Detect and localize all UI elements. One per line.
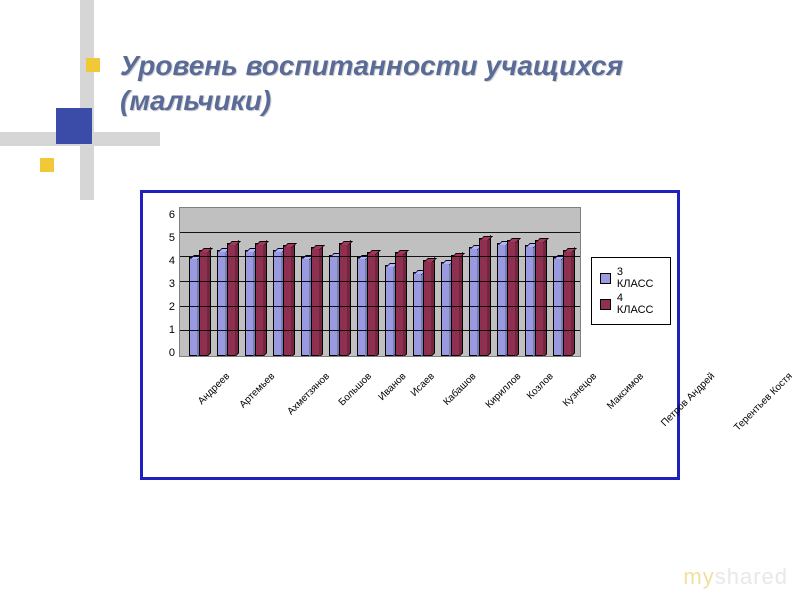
- x-label: Кабашов: [441, 371, 478, 408]
- x-label: Большов: [336, 371, 373, 408]
- watermark-suffix: shared: [715, 564, 788, 589]
- y-tick: 2: [169, 301, 175, 313]
- bar-series2: [199, 250, 208, 356]
- x-label: Кузнецов: [561, 371, 599, 409]
- gridline: [180, 256, 580, 257]
- bar-series1: [357, 257, 366, 356]
- watermark-prefix: my: [683, 564, 714, 589]
- chart-frame: 6 5 4 3 2 1 0 АндреевАртемьевАхметзяновБольшов…: [140, 190, 680, 480]
- gridline: [180, 330, 580, 331]
- bar-series1: [497, 243, 506, 356]
- legend-row-1: 3 КЛАСС: [600, 266, 662, 290]
- bar-group: [324, 208, 352, 356]
- title-line-1: Уровень воспитанности учащихся: [120, 50, 623, 81]
- bar-group: [380, 208, 408, 356]
- bar-group: [548, 208, 576, 356]
- bar-series1: [301, 257, 310, 356]
- bar-group: [464, 208, 492, 356]
- bar-group: [184, 208, 212, 356]
- deco-yellow-square-2: [40, 158, 54, 172]
- bar-series2: [339, 243, 348, 356]
- bar-group: [408, 208, 436, 356]
- plot-area: [179, 207, 581, 357]
- bar-group: [492, 208, 520, 356]
- slide-title: Уровень воспитанности учащихся (мальчики…: [120, 48, 623, 118]
- y-tick: 1: [169, 324, 175, 336]
- y-tick: 3: [169, 278, 175, 290]
- x-label: Козлов: [525, 371, 556, 402]
- bar-series2: [395, 252, 404, 356]
- x-label: Ахметзянов: [285, 371, 332, 418]
- deco-yellow-square-1: [86, 58, 100, 72]
- legend: 3 КЛАСС 4 КЛАСС: [591, 257, 671, 325]
- x-label: Кириллов: [484, 371, 524, 411]
- bar-group: [520, 208, 548, 356]
- x-label: Артемьев: [238, 371, 278, 411]
- bar-series1: [469, 247, 478, 356]
- bar-series1: [413, 272, 422, 356]
- x-axis-labels: АндреевАртемьевАхметзяновБольшовИвановИс…: [179, 361, 581, 372]
- legend-label-1: 3 КЛАСС: [617, 266, 662, 290]
- bar-series2: [423, 260, 432, 356]
- chart-body: 6 5 4 3 2 1 0 АндреевАртемьевАхметзяновБольшов…: [153, 207, 581, 467]
- bar-series1: [189, 257, 198, 356]
- x-label: Петров Андрей: [659, 371, 717, 429]
- legend-swatch-1: [600, 273, 611, 284]
- bar-series2: [311, 247, 320, 356]
- bar-series1: [217, 250, 226, 356]
- bar-series2: [255, 243, 264, 356]
- bar-series1: [441, 262, 450, 356]
- x-label: Исаев: [409, 371, 437, 399]
- title-line-2: (мальчики): [120, 85, 271, 116]
- gridline: [180, 232, 580, 233]
- bar-series2: [283, 245, 292, 356]
- bar-series1: [245, 250, 254, 356]
- legend-swatch-2: [600, 299, 611, 310]
- gridline: [180, 281, 580, 282]
- deco-blue-square: [56, 108, 92, 144]
- y-tick: 6: [169, 209, 175, 221]
- legend-label-2: 4 КЛАСС: [617, 292, 662, 316]
- x-label: Андреев: [196, 371, 232, 407]
- bar-series2: [507, 240, 516, 356]
- bar-series2: [367, 252, 376, 356]
- chart-inner: 6 5 4 3 2 1 0 АндреевАртемьевАхметзяновБольшов…: [153, 207, 667, 467]
- bar-series1: [553, 257, 562, 356]
- gridline: [180, 306, 580, 307]
- bar-series1: [525, 245, 534, 356]
- bar-group: [436, 208, 464, 356]
- bar-series1: [273, 250, 282, 356]
- bar-group: [268, 208, 296, 356]
- bar-series2: [535, 240, 544, 356]
- y-tick: 5: [169, 232, 175, 244]
- y-tick: 4: [169, 255, 175, 267]
- bar-group: [212, 208, 240, 356]
- x-label: Терентьев Костя: [732, 371, 795, 434]
- watermark: myshared: [683, 564, 788, 590]
- plot-wrap: АндреевАртемьевАхметзяновБольшовИвановИс…: [179, 207, 581, 467]
- bar-series2: [227, 243, 236, 356]
- legend-row-2: 4 КЛАСС: [600, 292, 662, 316]
- bar-group: [240, 208, 268, 356]
- bar-series1: [385, 265, 394, 356]
- bar-series2: [563, 250, 572, 356]
- bar-group: [352, 208, 380, 356]
- x-label: Максимов: [605, 371, 646, 412]
- y-tick: 0: [169, 347, 175, 359]
- bar-group: [296, 208, 324, 356]
- y-axis: 6 5 4 3 2 1 0: [153, 209, 179, 359]
- deco-gray-vertical: [80, 0, 94, 200]
- bars-container: [180, 208, 580, 356]
- x-label: Иванов: [376, 371, 408, 403]
